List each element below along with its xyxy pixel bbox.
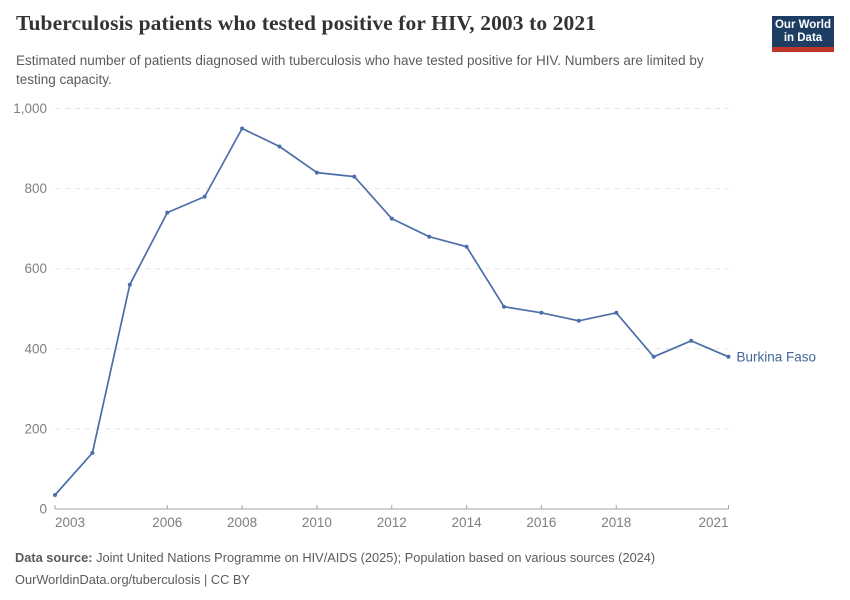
data-point [427,234,432,239]
owid-logo[interactable]: Our World in Data [772,16,834,52]
data-point [726,354,731,359]
data-point [539,310,544,315]
data-point [502,304,506,309]
data-point [689,338,694,343]
data-point [165,210,170,215]
x-tick-label: 2008 [227,515,257,530]
x-tick-label: 2010 [302,515,332,530]
owid-logo-line2: in Data [783,31,823,44]
data-point [651,354,656,359]
y-tick-label: 0 [39,502,47,517]
data-point [202,194,207,199]
x-tick-label: 2018 [601,515,631,530]
chart-footer: Data source: Joint United Nations Progra… [15,547,835,590]
data-point [352,174,357,179]
data-point [277,144,282,149]
data-source-text: Joint United Nations Programme on HIV/AI… [92,550,656,565]
y-tick-label: 400 [24,341,47,356]
data-point [314,170,319,175]
x-tick-label: 2003 [55,515,85,530]
x-tick-label: 2016 [526,515,556,530]
data-point [127,282,132,287]
data-point [389,216,394,221]
data-point [90,450,95,455]
data-point [614,310,619,315]
chart-subtitle: Estimated number of patients diagnosed w… [16,53,704,87]
y-tick-label: 1,000 [13,101,47,116]
data-point [53,493,57,497]
y-tick-label: 800 [24,181,47,196]
page-title: Tuberculosis patients who tested positiv… [16,11,597,35]
data-point [576,318,581,323]
x-tick-label: 2006 [152,515,182,530]
entity-label: Burkina Faso [737,349,817,364]
x-tick-label: 2021 [698,515,728,530]
line-chart[interactable]: 0 200 400 600 800 1,000 2003 2006 2008 2010 2012 20… [0,0,850,540]
data-source-label: Data source: [15,550,93,565]
license-line[interactable]: OurWorldinData.org/tuberculosis | CC BY [15,571,250,587]
x-tick-label: 2012 [377,515,407,530]
owid-logo-line1: Our World [774,18,831,31]
y-tick-label: 200 [24,421,47,436]
y-tick-label: 600 [24,261,47,276]
data-point [240,126,245,131]
data-line [54,127,730,496]
x-tick-label: 2014 [452,515,483,530]
data-source-line: Data source: Joint United Nations Progra… [15,547,835,569]
data-point [464,244,469,249]
